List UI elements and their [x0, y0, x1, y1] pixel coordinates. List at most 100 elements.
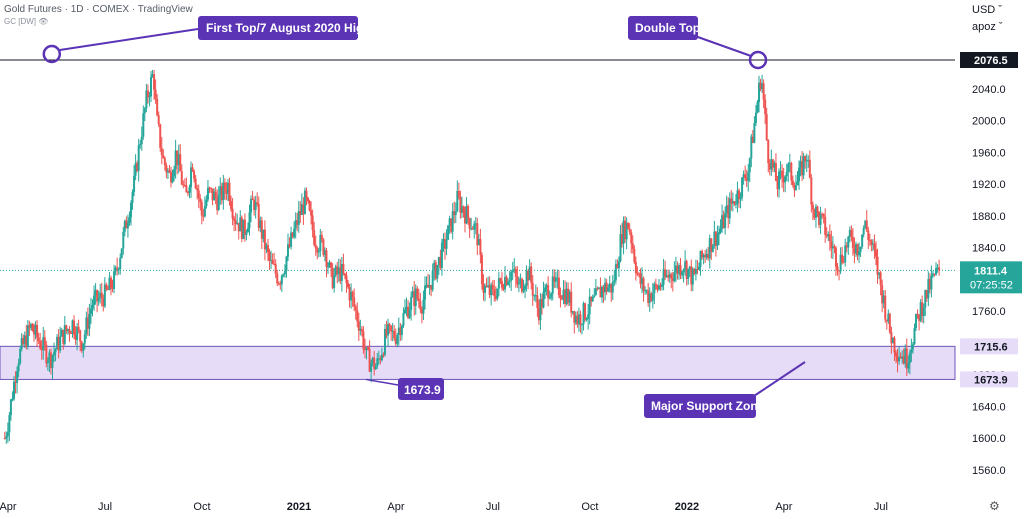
- candle-body: [841, 254, 844, 263]
- candle-body: [854, 244, 857, 254]
- candle-body: [260, 220, 263, 239]
- candle-body: [702, 254, 705, 258]
- candle-body: [293, 228, 296, 238]
- support-zone-label: Major Support Zone: [651, 399, 765, 413]
- candle-body: [496, 288, 499, 299]
- candle-body: [753, 123, 756, 143]
- y-tick-label: 2000.0: [972, 116, 1006, 128]
- candle-body: [591, 296, 594, 302]
- candle-body: [587, 314, 590, 319]
- candle-body: [20, 338, 23, 349]
- first-top-label: First Top/7 August 2020 High: [206, 21, 371, 35]
- candle-body: [57, 336, 60, 351]
- candle-body: [831, 246, 834, 249]
- candle-body: [619, 234, 622, 262]
- candle-body: [208, 187, 211, 189]
- candle-body: [262, 229, 265, 239]
- candle-body: [411, 291, 414, 297]
- candle-body: [879, 272, 882, 286]
- candle-body: [671, 278, 674, 281]
- candle-body: [845, 245, 848, 248]
- candle-body: [146, 90, 149, 98]
- candle-body: [285, 256, 288, 271]
- candle-body: [480, 254, 483, 284]
- candle-body: [474, 223, 477, 225]
- candle-body: [11, 398, 14, 400]
- candle-body: [465, 206, 468, 224]
- candle-body: [347, 283, 350, 288]
- candle-body: [494, 296, 497, 299]
- candle-body: [89, 308, 92, 314]
- candle-body: [531, 282, 534, 296]
- candle-body: [714, 231, 717, 246]
- candle-body: [493, 289, 496, 297]
- candle-body: [197, 190, 200, 199]
- candle-body: [585, 318, 588, 320]
- candle-body: [363, 349, 366, 351]
- candle-body: [911, 344, 914, 350]
- candle-body: [182, 184, 185, 186]
- candle-body: [51, 355, 54, 368]
- candle-body: [162, 155, 165, 159]
- candle-body: [436, 264, 439, 279]
- candle-body: [73, 320, 76, 335]
- candle-body: [540, 299, 543, 308]
- candle-body: [236, 222, 239, 224]
- candle-body: [717, 232, 720, 235]
- candle-body: [736, 190, 739, 204]
- candle-body: [42, 337, 45, 351]
- candle-body: [657, 285, 660, 290]
- candle-body: [913, 328, 916, 345]
- currency-label[interactable]: USD ˇ: [972, 4, 1002, 16]
- candle-body: [907, 363, 910, 369]
- candle-body: [225, 190, 228, 194]
- candle-body: [317, 251, 320, 253]
- candle-body: [320, 235, 323, 240]
- candle-body: [226, 182, 229, 194]
- candle-body: [667, 275, 670, 278]
- candle-body: [513, 268, 516, 271]
- candle-body: [571, 311, 574, 313]
- candle-body: [858, 251, 861, 256]
- candle-body: [537, 308, 540, 321]
- candle-body: [534, 295, 537, 297]
- candle-body: [542, 291, 545, 308]
- candle-body: [570, 291, 573, 313]
- candle-body: [477, 238, 480, 246]
- candle-body: [876, 256, 879, 275]
- candle-body: [399, 327, 402, 336]
- candle-body: [677, 265, 680, 274]
- candle-body: [142, 113, 145, 137]
- candle-body: [8, 415, 11, 433]
- candle-body: [445, 239, 448, 249]
- candle-body: [316, 248, 319, 253]
- candle-body: [17, 363, 20, 372]
- candle-body: [303, 190, 306, 215]
- candle-body: [82, 343, 85, 351]
- candle-body: [114, 267, 117, 272]
- candle-body: [457, 190, 460, 198]
- candle-body: [136, 163, 139, 171]
- candle-body: [214, 191, 217, 199]
- candle-body: [243, 219, 246, 235]
- candle-body: [163, 158, 166, 166]
- gear-icon[interactable]: ⚙: [989, 499, 1000, 513]
- unit-label[interactable]: apoz ˇ: [972, 21, 1003, 33]
- candle-body: [750, 136, 753, 159]
- candle-body: [393, 330, 396, 339]
- candle-body: [747, 172, 750, 181]
- y-tick-label: 1760.0: [972, 306, 1006, 318]
- candle-body: [722, 215, 725, 228]
- candle-body: [179, 154, 182, 172]
- candle-body: [116, 267, 119, 270]
- candle-body: [265, 245, 268, 250]
- candle-body: [899, 357, 902, 359]
- candle-body: [403, 309, 406, 314]
- indicator-label[interactable]: GC [DW] 👁: [4, 17, 49, 26]
- candle-body: [263, 229, 266, 250]
- candle-body: [397, 327, 400, 336]
- candle-body: [16, 371, 19, 383]
- candle-body: [916, 313, 919, 315]
- candle-body: [437, 257, 440, 265]
